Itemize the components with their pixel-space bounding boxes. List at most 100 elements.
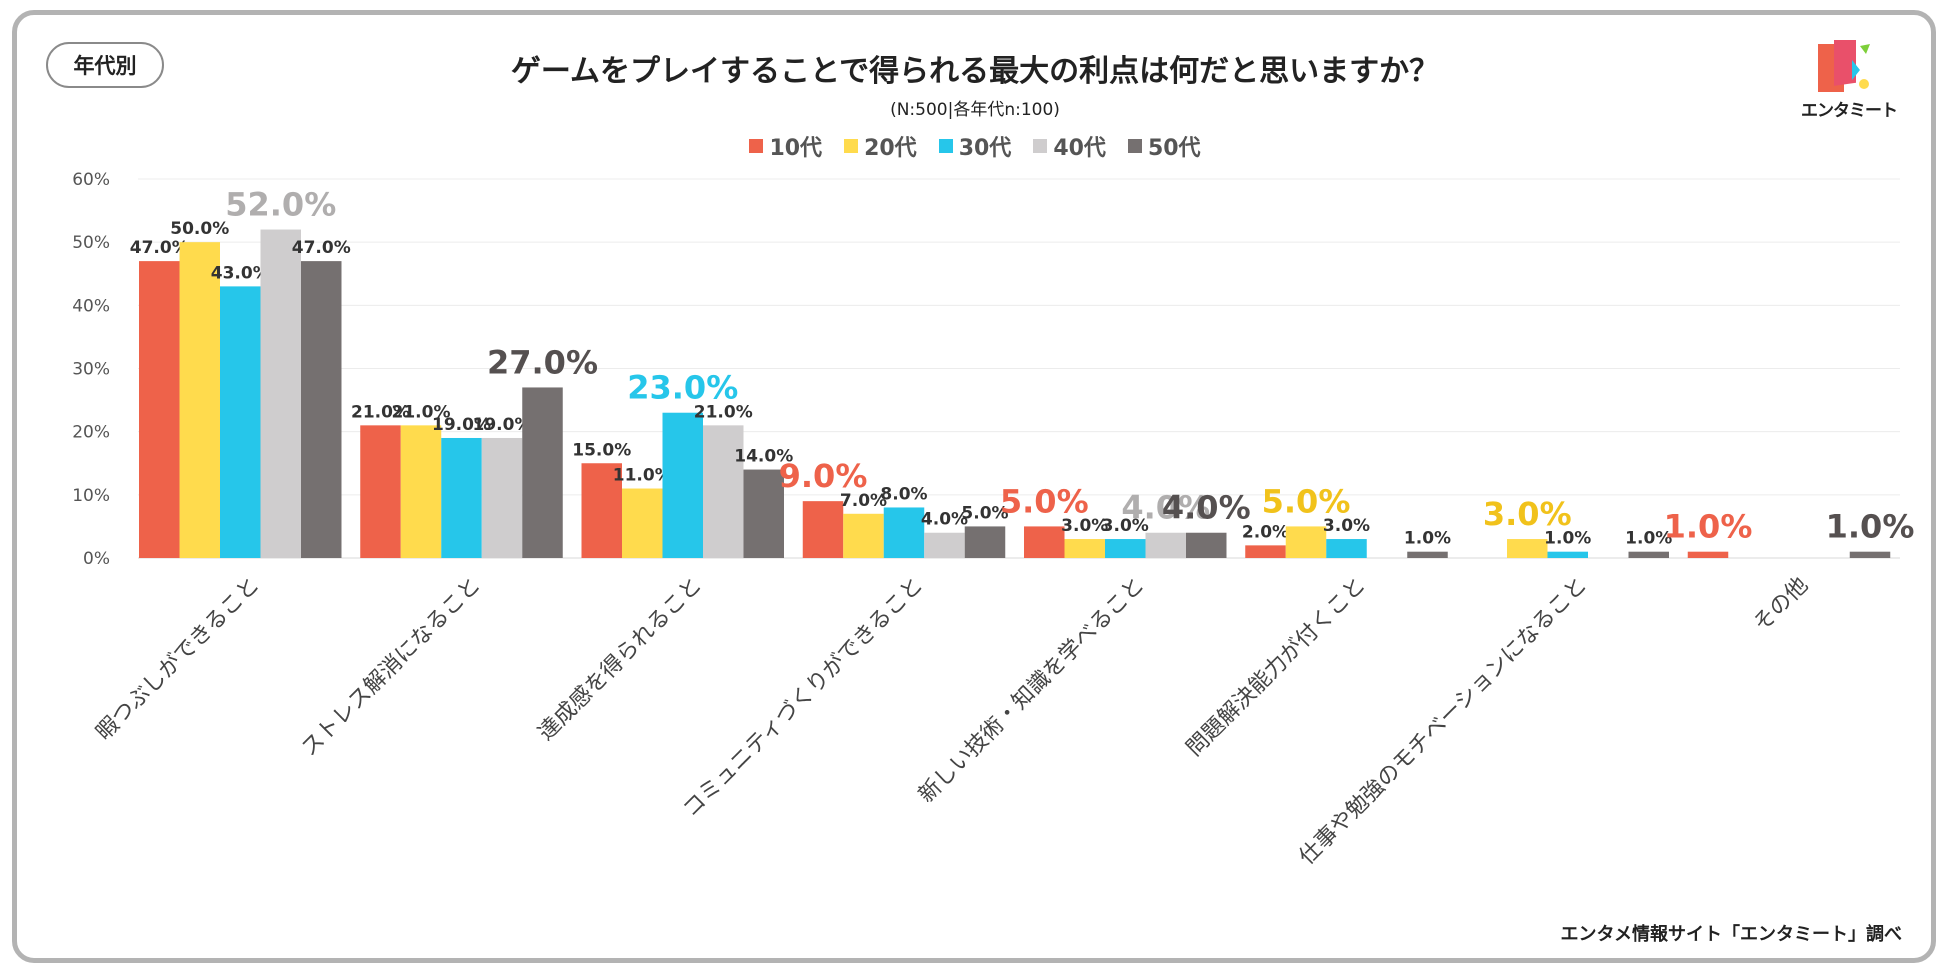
legend-label: 20代 — [864, 136, 917, 161]
bar — [924, 532, 965, 558]
legend-swatch — [1033, 139, 1048, 153]
bar — [1687, 551, 1729, 558]
bar — [260, 229, 301, 559]
entameet-logo-icon — [1818, 40, 1870, 92]
bar — [883, 507, 925, 558]
legend-swatch — [749, 139, 764, 153]
data-label: 5.0% — [1262, 482, 1351, 520]
data-label: 1.0% — [1826, 508, 1915, 546]
bar — [400, 425, 442, 558]
bar — [964, 526, 1006, 558]
data-label: 14.0% — [734, 447, 793, 467]
data-label: 1.0% — [1544, 529, 1591, 549]
bar — [1245, 545, 1286, 558]
bar — [1547, 551, 1588, 558]
bar — [179, 242, 220, 558]
data-label: 3.0% — [1102, 516, 1149, 536]
legend-label: 30代 — [958, 136, 1012, 161]
category-label: コミュニティづくりができること — [678, 573, 928, 823]
data-label: 23.0% — [627, 369, 738, 407]
bar — [1186, 532, 1227, 558]
bar — [1628, 551, 1669, 558]
chart-legend: 10代 20代 30代 40代 50代 — [0, 130, 1950, 162]
data-label: 1.0% — [1625, 529, 1672, 549]
bar — [139, 261, 180, 558]
bar — [441, 437, 482, 558]
bar — [843, 513, 884, 558]
data-label: 2.0% — [1242, 522, 1289, 542]
legend-item: 30代 — [938, 130, 1012, 162]
y-tick-label: 0% — [83, 549, 110, 569]
data-label: 1.0% — [1404, 529, 1451, 549]
bar — [1849, 551, 1891, 558]
category-label: 問題解決能力が付くこと — [1182, 573, 1371, 762]
source-credit: エンタメ情報サイト「エンタミート」調べ — [1560, 924, 1902, 945]
data-label: 52.0% — [225, 186, 336, 224]
data-label: 47.0% — [292, 238, 351, 258]
data-label: 4.0% — [1162, 489, 1251, 527]
bar — [1064, 539, 1105, 558]
data-label: 3.0% — [1483, 495, 1572, 533]
legend-item: 50代 — [1127, 130, 1201, 162]
bar — [1285, 526, 1327, 558]
bar — [481, 437, 523, 558]
category-label: 暇つぶしができること — [92, 573, 265, 746]
data-label: 4.0% — [1121, 489, 1210, 527]
y-tick-label: 10% — [72, 486, 110, 506]
legend-item: 40代 — [1033, 130, 1106, 162]
chart-title: ゲームをプレイすることで得られる最大の利点は何だと思いますか？ — [510, 54, 1440, 89]
data-label: 11.0% — [613, 466, 672, 486]
data-label: 21.0% — [392, 402, 451, 422]
data-label: 43.0% — [211, 263, 270, 283]
category-label: 達成感を得られること — [534, 573, 707, 746]
bar — [522, 387, 563, 558]
data-label: 5.0% — [961, 503, 1008, 523]
bar — [802, 501, 844, 558]
bar — [301, 261, 342, 558]
y-tick-label: 20% — [72, 423, 110, 443]
bar — [662, 412, 703, 558]
chart-subtitle: (N:500|各年代n:100) — [890, 100, 1060, 120]
data-label: 1.0% — [1664, 508, 1753, 546]
legend-swatch — [844, 139, 859, 153]
category-label: 新しい技術・知識を学べること — [914, 573, 1149, 808]
legend-label: 40代 — [1053, 136, 1106, 161]
bar — [1326, 539, 1367, 558]
data-label: 7.0% — [840, 491, 887, 511]
y-tick-label: 40% — [72, 296, 110, 316]
legend-label: 50代 — [1147, 136, 1201, 161]
bar — [220, 286, 261, 558]
age-group-tag: 年代別 — [46, 42, 164, 88]
data-label: 19.0% — [473, 415, 532, 435]
bar — [360, 425, 401, 558]
data-label: 47.0% — [130, 238, 189, 258]
bar — [1024, 526, 1065, 558]
bar — [581, 463, 622, 558]
bar — [703, 425, 744, 558]
legend-swatch — [938, 139, 953, 153]
category-label: ストレス解消になること — [297, 573, 486, 762]
data-label: 15.0% — [572, 440, 631, 460]
logo-text: エンタミート — [1801, 101, 1898, 121]
data-label: 4.0% — [921, 510, 968, 530]
bar — [622, 488, 663, 558]
data-label: 8.0% — [880, 484, 927, 504]
data-label: 21.0% — [351, 402, 410, 422]
bar — [1105, 539, 1146, 558]
data-label: 27.0% — [487, 343, 598, 381]
legend-swatch — [1127, 139, 1142, 153]
bar — [1407, 551, 1448, 558]
data-label: 21.0% — [694, 402, 753, 422]
legend-item: 10代 — [749, 130, 822, 162]
data-label: 3.0% — [1323, 516, 1370, 536]
y-tick-label: 50% — [72, 233, 110, 253]
category-label: その他 — [1749, 573, 1813, 637]
data-label: 9.0% — [779, 457, 868, 495]
data-label: 5.0% — [1000, 482, 1089, 520]
data-label: 50.0% — [170, 219, 229, 239]
y-tick-label: 60% — [72, 170, 110, 190]
legend-item: 20代 — [844, 130, 917, 162]
legend-label: 10代 — [769, 136, 823, 161]
bar — [1145, 532, 1186, 558]
